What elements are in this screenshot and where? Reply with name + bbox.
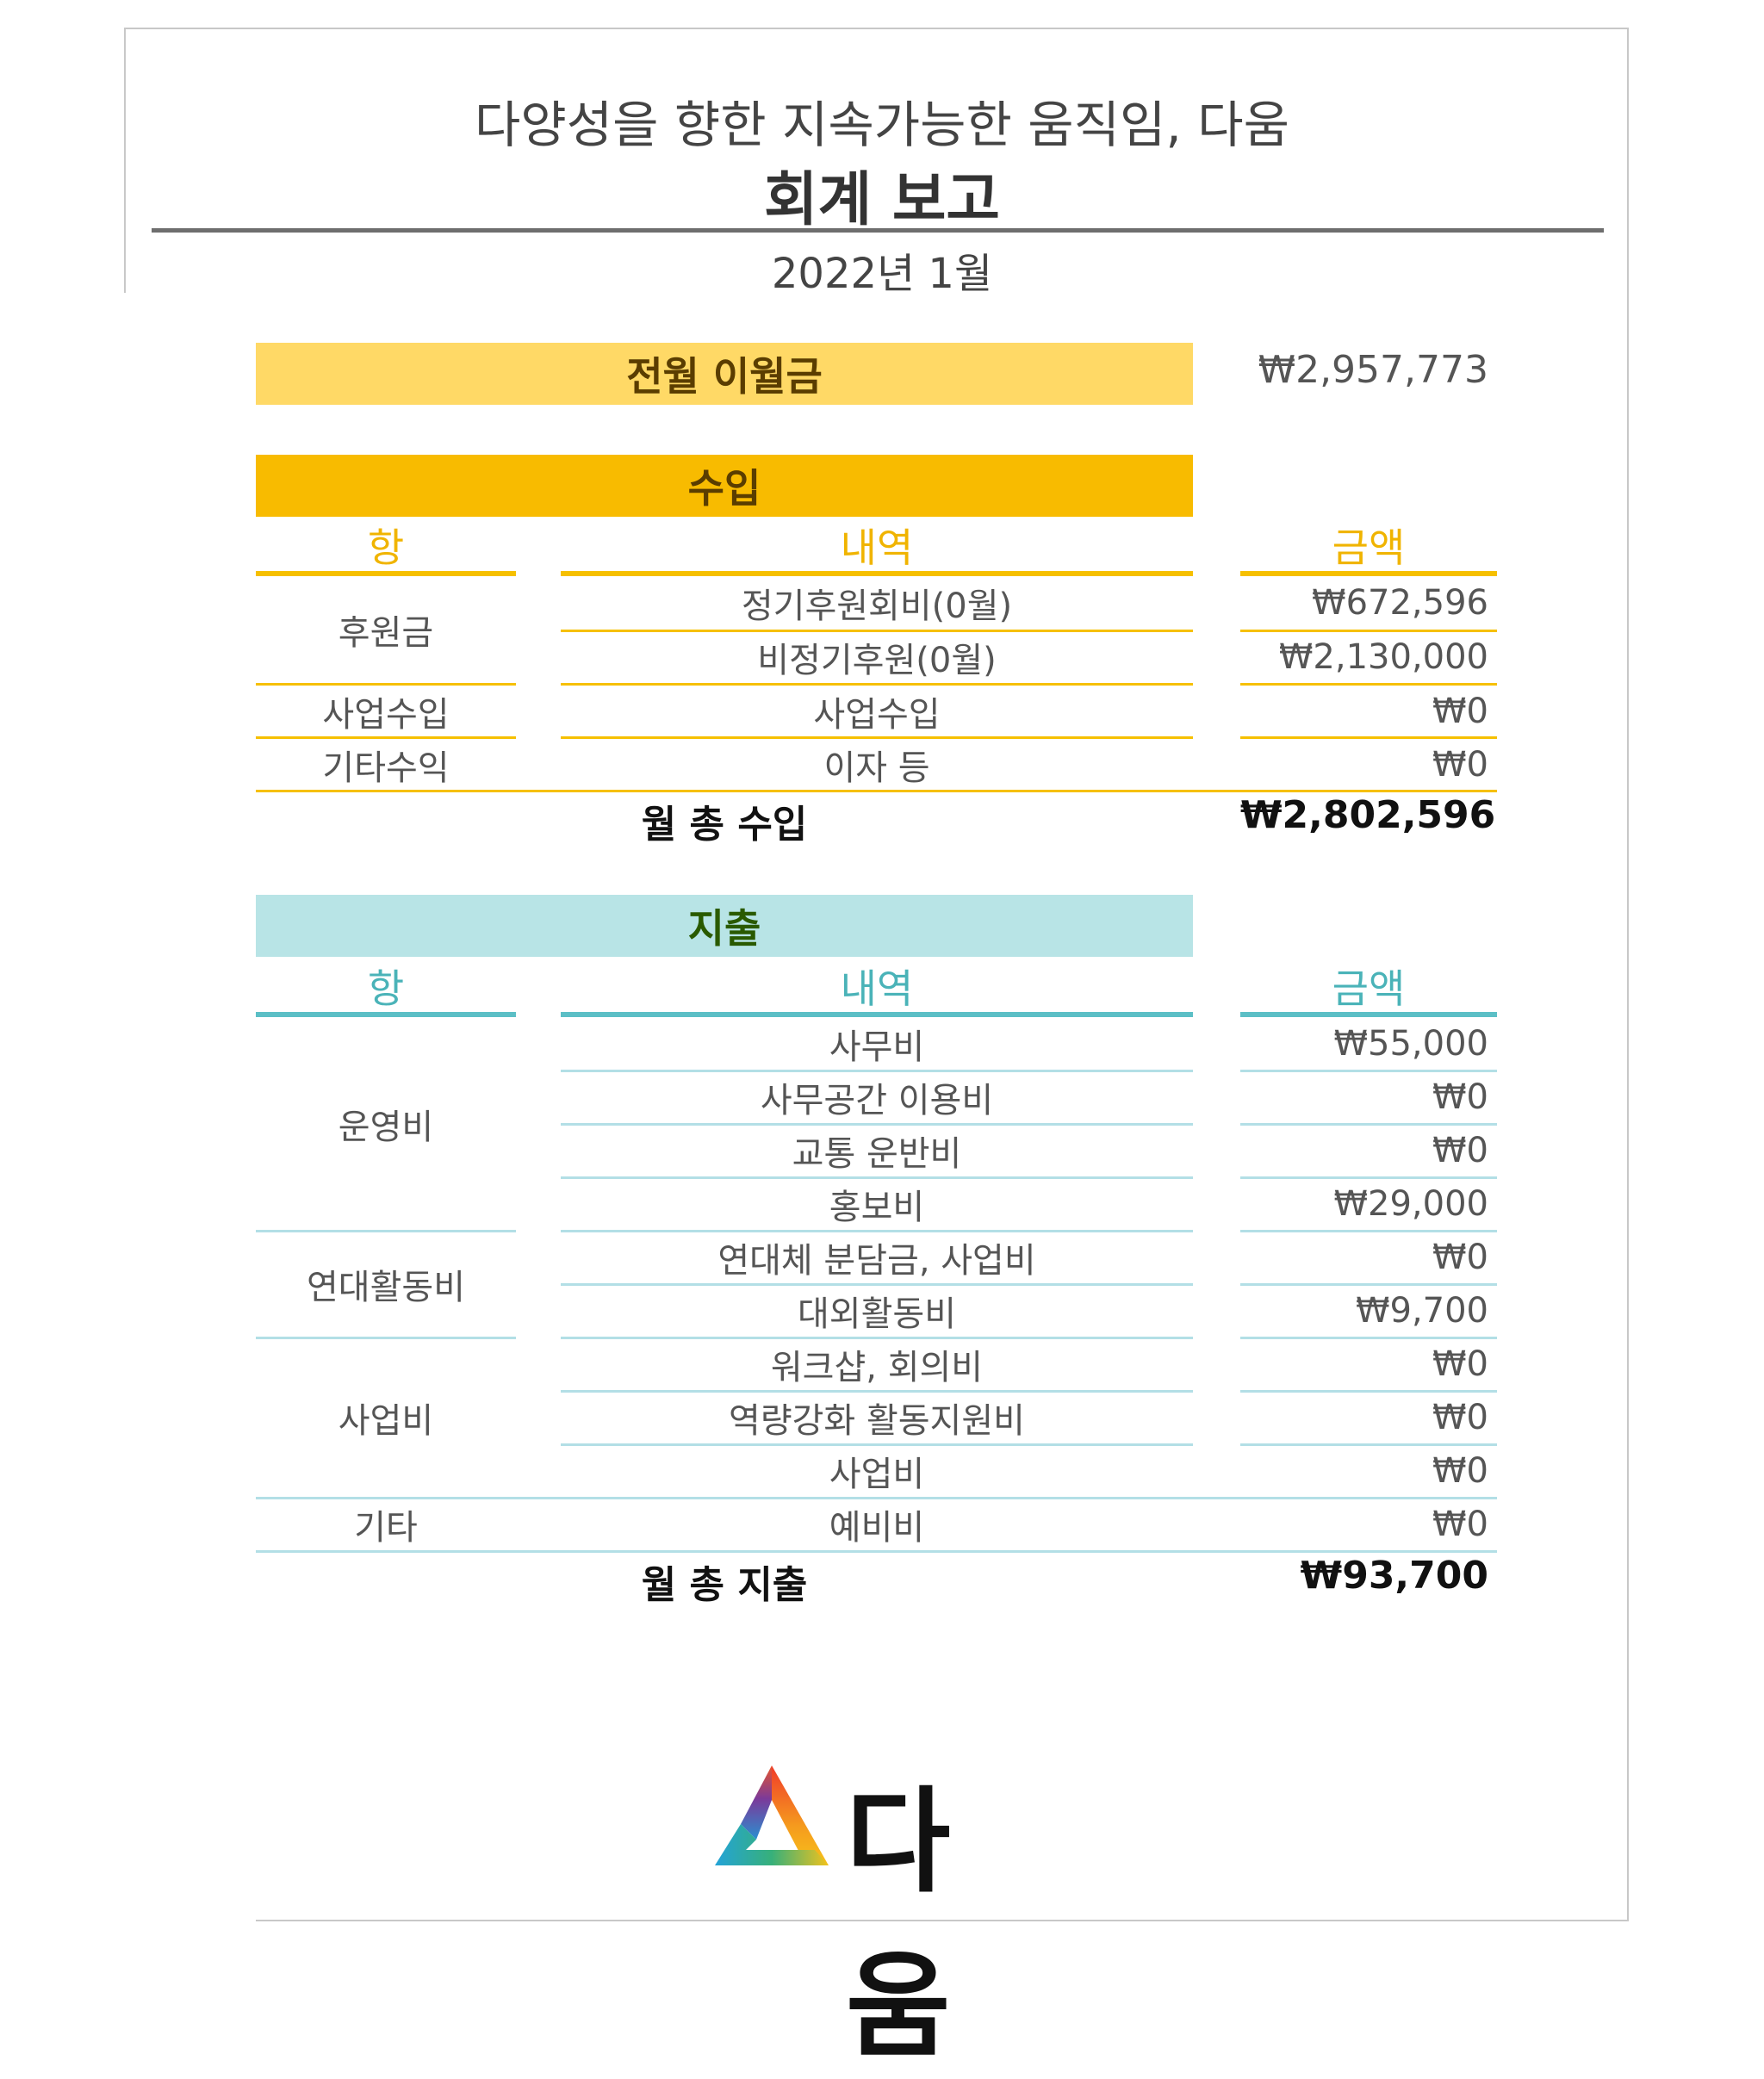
income-category: 기타수익 — [322, 748, 450, 788]
income-header-rule — [256, 571, 516, 576]
expense-amount: ₩9,700 — [1355, 1291, 1488, 1331]
expense-amount: ₩0 — [1432, 1344, 1488, 1384]
expense-header-rule — [256, 1012, 516, 1017]
expense-row-rule — [1240, 1070, 1497, 1072]
expense-amount: ₩0 — [1432, 1077, 1488, 1117]
income-total-amount: ₩2,802,596 — [1240, 793, 1496, 837]
expense-column-category: 항 — [367, 965, 405, 1012]
income-row-rule — [1240, 630, 1497, 632]
income-column-category: 항 — [367, 524, 405, 571]
income-row-rule — [256, 683, 516, 686]
expense-total-rule — [256, 1550, 1497, 1553]
income-column-detail: 내역 — [840, 524, 914, 571]
income-amount: ₩672,596 — [1312, 583, 1488, 623]
expense-category: 운영비 — [338, 1108, 434, 1147]
triangle-gradient-logo-icon — [715, 1766, 829, 1865]
income-row-rule — [561, 630, 1193, 632]
expense-row-rule — [1240, 1123, 1497, 1126]
expense-header-rule — [1240, 1012, 1497, 1017]
expense-amount: ₩0 — [1432, 1398, 1488, 1437]
expense-row-rule — [256, 1497, 1497, 1499]
expense-row-rule — [561, 1337, 1193, 1339]
income-total-rule — [256, 790, 1497, 792]
income-row-rule — [561, 736, 1193, 739]
expense-row-rule — [561, 1070, 1193, 1072]
expense-amount: ₩29,000 — [1333, 1184, 1488, 1224]
expense-row-rule — [561, 1230, 1193, 1232]
income-amount: ₩0 — [1432, 745, 1488, 785]
expense-row-rule — [1240, 1337, 1497, 1339]
expense-row-rule — [1240, 1283, 1497, 1286]
income-total-label: 월 총 수입 — [641, 803, 808, 847]
income-row-rule — [1240, 736, 1497, 739]
income-header-rule — [1240, 571, 1497, 576]
income-amount: ₩0 — [1432, 692, 1488, 731]
expense-row-rule — [561, 1390, 1193, 1393]
carryover-amount: ₩2,957,773 — [1258, 348, 1488, 392]
income-detail: 비정기후원(0월) — [757, 641, 997, 680]
expense-total-amount: ₩93,700 — [1300, 1554, 1488, 1598]
income-row-rule — [1240, 683, 1497, 686]
expense-row-rule — [561, 1283, 1193, 1286]
expense-header-rule — [561, 1012, 1193, 1017]
income-section-title: 수입 — [687, 465, 761, 512]
expense-detail: 홍보비 — [829, 1188, 925, 1227]
income-category: 사업수입 — [322, 695, 450, 735]
expense-section-title: 지출 — [687, 905, 761, 952]
expense-amount: ₩0 — [1432, 1505, 1488, 1544]
income-detail: 사업수입 — [813, 695, 941, 735]
expense-row-rule — [256, 1230, 516, 1232]
income-row-rule — [256, 736, 516, 739]
expense-amount: ₩0 — [1432, 1238, 1488, 1277]
expense-row-rule — [561, 1123, 1193, 1126]
report-period: 2022년 1월 — [771, 250, 993, 298]
income-detail: 이자 등 — [823, 748, 930, 788]
carryover-bar: 전월 이월금 — [256, 343, 1193, 405]
carryover-label: 전월 이월금 — [626, 353, 823, 400]
expense-detail: 워크샵, 회의비 — [770, 1348, 984, 1387]
expense-category: 기타 — [354, 1508, 418, 1548]
income-amount: ₩2,130,000 — [1278, 637, 1488, 677]
expense-row-rule — [1240, 1176, 1497, 1179]
expense-section-bar: 지출 — [256, 895, 1193, 957]
logo-text: 다움 — [846, 1776, 953, 2073]
expense-detail: 교통 운반비 — [792, 1134, 962, 1174]
expense-category: 연대활동비 — [307, 1268, 465, 1307]
expense-amount: ₩55,000 — [1333, 1024, 1488, 1064]
expense-amount: ₩0 — [1432, 1131, 1488, 1170]
page-frame-left — [124, 28, 126, 293]
expense-amount: ₩0 — [1432, 1451, 1488, 1491]
expense-detail: 예비비 — [829, 1508, 925, 1548]
daum-logo: 다움 — [711, 1760, 1047, 2073]
expense-row-rule — [1240, 1443, 1497, 1446]
expense-detail: 사무공간 이용비 — [760, 1081, 994, 1120]
expense-row-rule — [1240, 1230, 1497, 1232]
expense-row-rule — [1240, 1390, 1497, 1393]
expense-column-amount: 금액 — [1332, 965, 1406, 1012]
expense-row-rule — [256, 1337, 516, 1339]
expense-column-detail: 내역 — [840, 965, 914, 1012]
income-column-amount: 금액 — [1332, 524, 1406, 571]
income-section-bar: 수입 — [256, 455, 1193, 517]
page-frame-top — [124, 28, 1628, 29]
expense-row-rule — [561, 1176, 1193, 1179]
expense-detail: 연대체 분담금, 사업비 — [717, 1241, 1036, 1281]
income-detail: 정기후원회비(0월) — [741, 586, 1013, 626]
income-header-rule — [561, 571, 1193, 576]
income-category: 후원금 — [338, 613, 434, 653]
expense-detail: 사무비 — [829, 1027, 925, 1067]
page-frame-right — [1627, 28, 1629, 1921]
expense-detail: 역량강화 활동지원비 — [729, 1401, 1025, 1441]
expense-total-label: 월 총 지출 — [641, 1563, 808, 1607]
title-divider — [152, 228, 1604, 233]
income-row-rule — [561, 683, 1193, 686]
report-title: 회계 보고 — [764, 166, 1000, 234]
page-frame-bottom — [256, 1920, 1629, 1921]
expense-detail: 대외활동비 — [798, 1294, 956, 1334]
expense-detail: 사업비 — [829, 1455, 925, 1494]
expense-row-rule — [561, 1443, 1193, 1446]
report-subtitle: 다양성을 향한 지속가능한 움직임, 다움 — [475, 96, 1289, 154]
expense-category: 사업비 — [338, 1401, 434, 1441]
